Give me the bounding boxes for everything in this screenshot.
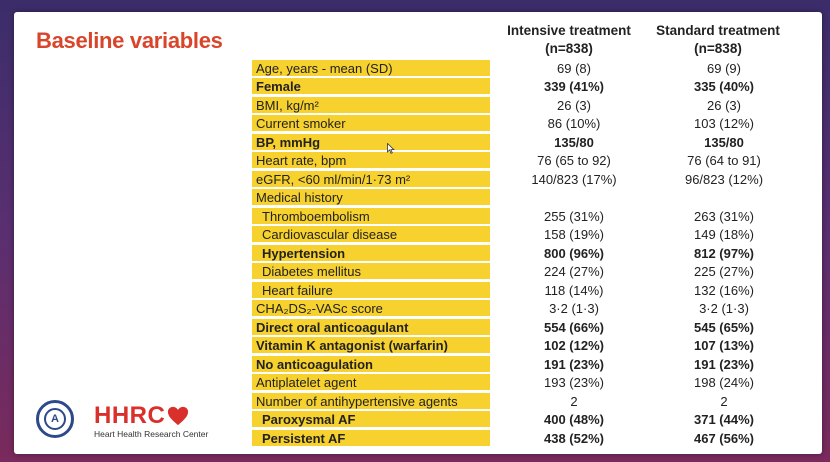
table-row: Diabetes mellitus 224 (27%) 225 (27%) bbox=[252, 263, 798, 282]
column-n: (n=838) bbox=[694, 41, 742, 56]
standard-value: 149 (18%) bbox=[694, 227, 754, 243]
row-label: CHA₂DS₂-VASc score bbox=[252, 300, 490, 318]
standard-value: 812 (97%) bbox=[694, 245, 754, 261]
intensive-value: 2 bbox=[570, 393, 578, 409]
table-row: Hypertension 800 (96%) 812 (97%) bbox=[252, 244, 798, 263]
standard-value: 545 (65%) bbox=[694, 319, 754, 335]
row-label: Heart rate, bpm bbox=[252, 152, 490, 170]
logo-text: HHRC bbox=[94, 402, 166, 429]
row-label: eGFR, <60 ml/min/1·73 m² bbox=[252, 170, 490, 188]
row-label: Medical history bbox=[252, 189, 490, 207]
standard-value: 467 (56%) bbox=[694, 430, 754, 446]
table-row: Medical history bbox=[252, 189, 798, 208]
seal-letter: A bbox=[44, 408, 66, 430]
column-n: (n=838) bbox=[545, 41, 593, 56]
row-label: Thromboembolism bbox=[252, 207, 490, 225]
standard-value: 2 bbox=[720, 393, 728, 409]
standard-value: 103 (12%) bbox=[694, 116, 754, 132]
intensive-value: 118 (14%) bbox=[544, 282, 604, 298]
table-row: Female 339 (41%) 335 (40%) bbox=[252, 78, 798, 97]
table-row: Heart failure 118 (14%) 132 (16%) bbox=[252, 281, 798, 300]
column-header-standard: Standard treatment (n=838) bbox=[648, 22, 788, 58]
standard-value: 26 (3) bbox=[707, 97, 741, 113]
standard-value: 191 (23%) bbox=[694, 356, 754, 372]
row-label: Female bbox=[252, 78, 490, 96]
row-label: BP, mmHg bbox=[252, 133, 490, 151]
row-label: Persistent AF bbox=[252, 429, 490, 447]
table-row: Cardiovascular disease 158 (19%) 149 (18%) bbox=[252, 226, 798, 245]
row-label: Antiplatelet agent bbox=[252, 374, 490, 392]
intensive-value: 135/80 bbox=[554, 134, 594, 150]
standard-value: 225 (27%) bbox=[694, 264, 754, 280]
standard-value: 3·2 (1·3) bbox=[699, 301, 749, 317]
intensive-value: 554 (66%) bbox=[544, 319, 604, 335]
row-label: Current smoker bbox=[252, 115, 490, 133]
row-label: Age, years - mean (SD) bbox=[252, 59, 490, 77]
intensive-value: 193 (23%) bbox=[544, 375, 604, 391]
slide-title: Baseline variables bbox=[36, 28, 223, 53]
standard-value: 335 (40%) bbox=[694, 79, 754, 95]
logo-subtitle: Heart Health Research Center bbox=[94, 429, 209, 439]
table-row: No anticoagulation 191 (23%) 191 (23%) bbox=[252, 355, 798, 374]
table-row: Number of antihypertensive agents 2 2 bbox=[252, 392, 798, 411]
table-row: Persistent AF 438 (52%) 467 (56%) bbox=[252, 429, 798, 448]
standard-value: 263 (31%) bbox=[694, 208, 754, 224]
baseline-table: Age, years - mean (SD) 69 (8) 69 (9) Female… bbox=[252, 59, 798, 448]
column-header-intensive: Intensive treatment (n=838) bbox=[499, 22, 639, 58]
row-label: No anticoagulation bbox=[252, 355, 490, 373]
standard-value: 198 (24%) bbox=[694, 375, 754, 391]
table-row: Vitamin K antagonist (warfarin) 102 (12%)… bbox=[252, 337, 798, 356]
intensive-value: 191 (23%) bbox=[544, 356, 604, 372]
table-row: Thromboembolism 255 (31%) 263 (31%) bbox=[252, 207, 798, 226]
standard-value: 132 (16%) bbox=[694, 282, 754, 298]
column-name: Intensive treatment bbox=[507, 23, 631, 38]
institution-seal-icon: A bbox=[36, 400, 74, 438]
standard-value: 371 (44%) bbox=[694, 412, 754, 428]
intensive-value: 255 (31%) bbox=[544, 208, 604, 224]
table-row: Heart rate, bpm 76 (65 to 92) 76 (64 to 91… bbox=[252, 152, 798, 171]
intensive-value: 800 (96%) bbox=[544, 245, 604, 261]
intensive-value: 140/823 (17%) bbox=[531, 171, 617, 187]
standard-value: 76 (64 to 91) bbox=[687, 153, 761, 169]
table-row: Age, years - mean (SD) 69 (8) 69 (9) bbox=[252, 59, 798, 78]
row-label: Direct oral anticoagulant bbox=[252, 318, 490, 336]
intensive-value: 224 (27%) bbox=[544, 264, 604, 280]
standard-value: 96/823 (12%) bbox=[684, 171, 764, 187]
row-label: Cardiovascular disease bbox=[252, 226, 490, 244]
intensive-value: 69 (8) bbox=[557, 60, 591, 76]
row-label: Vitamin K antagonist (warfarin) bbox=[252, 337, 490, 355]
standard-value: 135/80 bbox=[704, 134, 744, 150]
column-name: Standard treatment bbox=[656, 23, 780, 38]
slide: Baseline variables Intensive treatment (… bbox=[14, 12, 822, 454]
intensive-value: 76 (65 to 92) bbox=[537, 153, 611, 169]
table-row: eGFR, <60 ml/min/1·73 m² 140/823 (17%) 96/… bbox=[252, 170, 798, 189]
row-label: Hypertension bbox=[252, 244, 490, 262]
row-label: Number of antihypertensive agents bbox=[252, 392, 490, 410]
intensive-value: 102 (12%) bbox=[544, 338, 604, 354]
row-label: Heart failure bbox=[252, 281, 490, 299]
table-row: Antiplatelet agent 193 (23%) 198 (24%) bbox=[252, 374, 798, 393]
row-label: BMI, kg/m² bbox=[252, 96, 490, 114]
row-label: Diabetes mellitus bbox=[252, 263, 490, 281]
intensive-value: 400 (48%) bbox=[544, 412, 604, 428]
table-row: BMI, kg/m² 26 (3) 26 (3) bbox=[252, 96, 798, 115]
table-row: CHA₂DS₂-VASc score 3·2 (1·3) 3·2 (1·3) bbox=[252, 300, 798, 319]
table-row: Direct oral anticoagulant 554 (66%) 545 (6… bbox=[252, 318, 798, 337]
intensive-value: 3·2 (1·3) bbox=[549, 301, 599, 317]
table-row: Paroxysmal AF 400 (48%) 371 (44%) bbox=[252, 411, 798, 430]
table-row: Current smoker 86 (10%) 103 (12%) bbox=[252, 115, 798, 134]
standard-value: 69 (9) bbox=[707, 60, 741, 76]
standard-value: 107 (13%) bbox=[694, 338, 754, 354]
intensive-value: 339 (41%) bbox=[544, 79, 604, 95]
intensive-value: 86 (10%) bbox=[547, 116, 601, 132]
heart-icon bbox=[168, 406, 189, 426]
intensive-value: 158 (19%) bbox=[544, 227, 604, 243]
row-label: Paroxysmal AF bbox=[252, 411, 490, 429]
hhrc-logo: HHRC bbox=[94, 402, 189, 430]
table-row: BP, mmHg 135/80 135/80 bbox=[252, 133, 798, 152]
intensive-value: 438 (52%) bbox=[544, 430, 604, 446]
mouse-pointer-icon bbox=[387, 143, 395, 154]
intensive-value: 26 (3) bbox=[557, 97, 591, 113]
